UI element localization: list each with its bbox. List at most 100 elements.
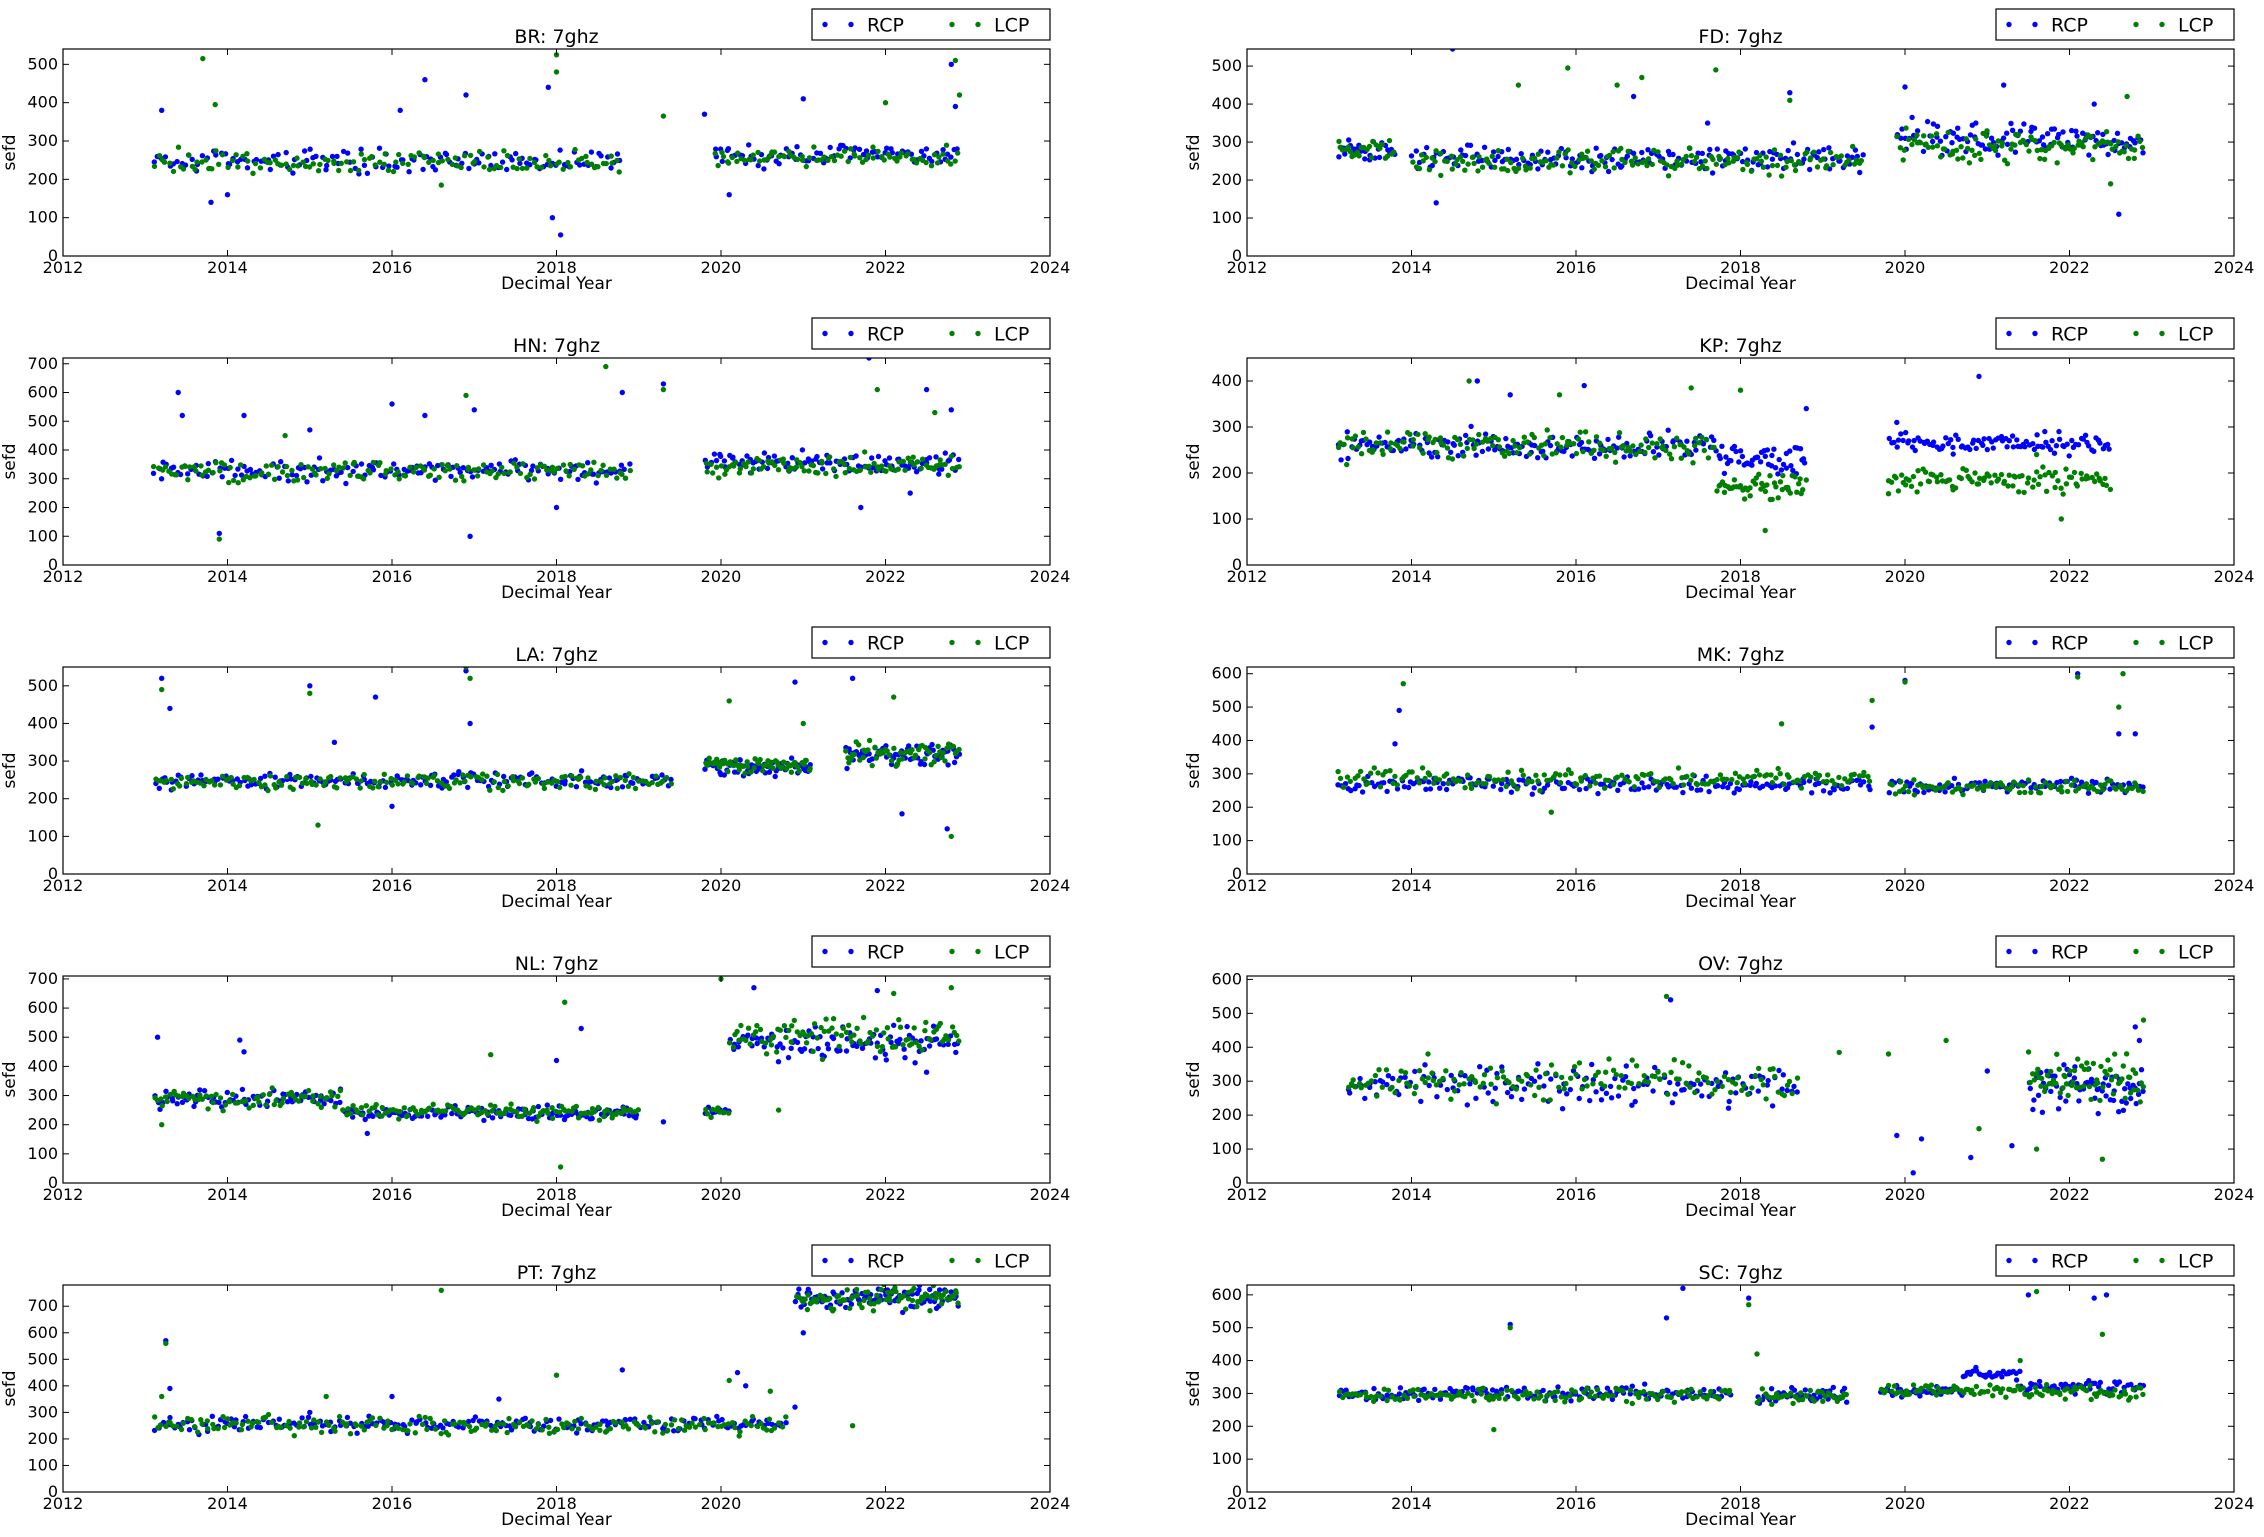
data-point bbox=[578, 774, 584, 781]
data-point bbox=[2127, 1074, 2133, 1081]
data-point bbox=[370, 1113, 376, 1120]
data-point bbox=[713, 464, 720, 470]
data-point bbox=[1632, 155, 1638, 161]
data-point bbox=[2078, 779, 2085, 785]
legend-marker bbox=[2159, 948, 2165, 955]
data-point bbox=[1941, 146, 1948, 152]
data-point bbox=[1506, 1079, 1512, 1086]
data-point bbox=[823, 470, 829, 477]
data-point bbox=[1633, 451, 1639, 458]
data-point bbox=[2108, 1077, 2115, 1083]
data-point bbox=[209, 166, 215, 172]
legend-marker bbox=[2006, 330, 2012, 337]
data-point bbox=[1949, 783, 1955, 789]
data-point bbox=[774, 1049, 780, 1055]
data-point bbox=[2135, 787, 2142, 793]
data-point bbox=[913, 160, 920, 166]
data-point bbox=[1973, 445, 1979, 452]
data-point bbox=[508, 1101, 514, 1107]
data-point bbox=[1623, 1063, 1630, 1069]
data-point bbox=[783, 766, 790, 772]
data-point bbox=[1422, 775, 1428, 782]
data-point bbox=[263, 463, 269, 469]
data-point bbox=[1437, 785, 1443, 791]
data-point bbox=[1972, 470, 1978, 476]
data-point bbox=[174, 158, 180, 165]
data-point bbox=[271, 476, 278, 482]
x-tick-label: 2022 bbox=[865, 258, 906, 277]
data-point bbox=[1524, 439, 1531, 445]
data-point bbox=[481, 1117, 487, 1124]
data-point bbox=[2065, 1092, 2071, 1099]
series-lcp bbox=[151, 52, 963, 188]
data-point bbox=[1416, 165, 1423, 172]
data-point bbox=[186, 1095, 192, 1102]
data-point bbox=[1596, 773, 1603, 779]
data-point bbox=[907, 459, 913, 465]
data-point bbox=[891, 990, 897, 997]
y-tick-label: 200 bbox=[27, 789, 58, 808]
data-point bbox=[364, 170, 371, 176]
data-point bbox=[2042, 779, 2049, 786]
data-point bbox=[1616, 1084, 1622, 1090]
data-point bbox=[397, 107, 403, 114]
data-point bbox=[1506, 450, 1513, 457]
data-point bbox=[744, 453, 750, 459]
data-point bbox=[244, 165, 251, 171]
data-point bbox=[2107, 486, 2114, 493]
data-point bbox=[630, 774, 637, 781]
data-point bbox=[1636, 448, 1643, 455]
data-point bbox=[1420, 158, 1426, 164]
data-point bbox=[2035, 1066, 2041, 1073]
data-point bbox=[916, 1043, 922, 1049]
data-point bbox=[1548, 1062, 1555, 1068]
data-point bbox=[397, 1108, 403, 1115]
data-point bbox=[1430, 1077, 1437, 1084]
data-point bbox=[1713, 161, 1720, 167]
data-point bbox=[1581, 382, 1587, 389]
y-tick-label: 100 bbox=[27, 208, 58, 227]
data-point bbox=[2071, 469, 2078, 476]
data-point bbox=[1357, 1080, 1363, 1087]
data-point bbox=[253, 473, 259, 479]
data-point bbox=[269, 1085, 275, 1091]
data-point bbox=[347, 167, 354, 174]
data-point bbox=[495, 784, 501, 791]
data-point bbox=[807, 762, 813, 768]
data-point bbox=[756, 158, 763, 164]
data-point bbox=[902, 1055, 908, 1061]
data-point bbox=[660, 386, 667, 393]
data-point bbox=[1775, 471, 1781, 477]
data-point bbox=[1504, 156, 1510, 162]
data-point bbox=[438, 182, 444, 188]
data-point bbox=[1736, 459, 1742, 465]
data-point bbox=[1668, 777, 1674, 783]
data-point bbox=[489, 468, 495, 474]
data-point bbox=[1389, 1084, 1395, 1091]
data-point bbox=[2012, 474, 2018, 480]
data-point bbox=[1662, 776, 1669, 782]
data-point bbox=[1348, 787, 1354, 794]
legend-marker bbox=[2159, 330, 2165, 337]
data-point bbox=[1783, 164, 1789, 170]
data-point bbox=[1803, 477, 1810, 483]
data-point bbox=[213, 460, 219, 466]
data-point bbox=[1531, 434, 1538, 441]
y-tick-label: 500 bbox=[27, 411, 58, 430]
data-point bbox=[237, 1037, 243, 1043]
data-point bbox=[293, 774, 299, 780]
data-point bbox=[1950, 130, 1957, 136]
data-point bbox=[1998, 433, 2005, 440]
data-point bbox=[290, 162, 297, 169]
data-point bbox=[1910, 473, 1917, 480]
data-point bbox=[192, 1096, 198, 1103]
data-point bbox=[1508, 159, 1514, 166]
data-point bbox=[462, 778, 468, 784]
data-point bbox=[591, 1109, 598, 1115]
data-point bbox=[1752, 481, 1759, 487]
data-point bbox=[1535, 151, 1542, 157]
data-point bbox=[2140, 150, 2146, 156]
y-tick-label: 300 bbox=[27, 131, 58, 150]
data-point bbox=[2100, 787, 2106, 793]
data-point bbox=[1540, 1097, 1547, 1103]
